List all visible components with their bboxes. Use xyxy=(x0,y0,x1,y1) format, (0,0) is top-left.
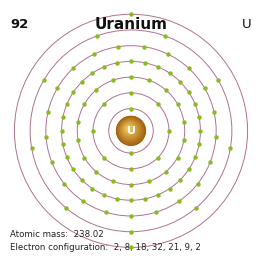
Circle shape xyxy=(127,127,130,130)
Circle shape xyxy=(121,120,140,139)
Circle shape xyxy=(126,126,131,131)
Circle shape xyxy=(127,127,129,130)
Circle shape xyxy=(119,119,142,142)
Circle shape xyxy=(117,116,145,145)
Circle shape xyxy=(124,124,135,135)
Circle shape xyxy=(121,121,138,138)
Circle shape xyxy=(127,127,130,130)
Circle shape xyxy=(119,119,142,142)
Circle shape xyxy=(119,119,141,141)
Circle shape xyxy=(120,120,140,140)
Circle shape xyxy=(123,123,136,136)
Circle shape xyxy=(125,125,133,133)
Circle shape xyxy=(117,117,145,145)
Circle shape xyxy=(117,117,144,144)
Circle shape xyxy=(123,123,135,135)
Circle shape xyxy=(118,118,143,143)
Circle shape xyxy=(126,126,132,132)
Circle shape xyxy=(128,128,129,129)
Circle shape xyxy=(125,126,132,132)
Circle shape xyxy=(119,119,142,142)
Circle shape xyxy=(121,121,139,138)
Circle shape xyxy=(122,122,137,137)
Circle shape xyxy=(125,125,132,132)
Circle shape xyxy=(118,118,144,144)
Circle shape xyxy=(124,124,134,134)
Circle shape xyxy=(118,118,143,143)
Circle shape xyxy=(120,120,140,140)
Circle shape xyxy=(128,128,129,129)
Circle shape xyxy=(126,126,131,131)
Circle shape xyxy=(125,125,133,133)
Circle shape xyxy=(120,120,140,141)
Text: Atomic mass:  238.02: Atomic mass: 238.02 xyxy=(10,230,104,239)
Circle shape xyxy=(124,125,134,134)
Circle shape xyxy=(126,127,131,131)
Text: 92: 92 xyxy=(10,18,29,31)
Circle shape xyxy=(117,117,145,144)
Circle shape xyxy=(123,123,136,136)
Circle shape xyxy=(125,125,132,132)
Circle shape xyxy=(118,117,144,144)
Circle shape xyxy=(117,116,145,145)
Text: U: U xyxy=(242,18,252,31)
Text: Uranium: Uranium xyxy=(95,17,167,32)
Circle shape xyxy=(122,122,137,137)
Text: U: U xyxy=(127,126,135,136)
Circle shape xyxy=(124,124,134,134)
Circle shape xyxy=(121,121,139,139)
Text: Electron configuration:  2, 8, 18, 32, 21, 9, 2: Electron configuration: 2, 8, 18, 32, 21… xyxy=(10,244,201,253)
Circle shape xyxy=(118,118,143,143)
Circle shape xyxy=(120,120,141,141)
Circle shape xyxy=(124,124,134,134)
Circle shape xyxy=(121,121,139,139)
Circle shape xyxy=(122,122,138,138)
Circle shape xyxy=(123,123,136,136)
Circle shape xyxy=(127,127,129,129)
Circle shape xyxy=(121,121,139,139)
Circle shape xyxy=(122,122,138,137)
Circle shape xyxy=(118,118,143,143)
Circle shape xyxy=(122,122,137,137)
Circle shape xyxy=(125,125,133,133)
Circle shape xyxy=(123,123,135,135)
Circle shape xyxy=(123,123,137,136)
Circle shape xyxy=(119,119,141,141)
Circle shape xyxy=(127,127,130,130)
